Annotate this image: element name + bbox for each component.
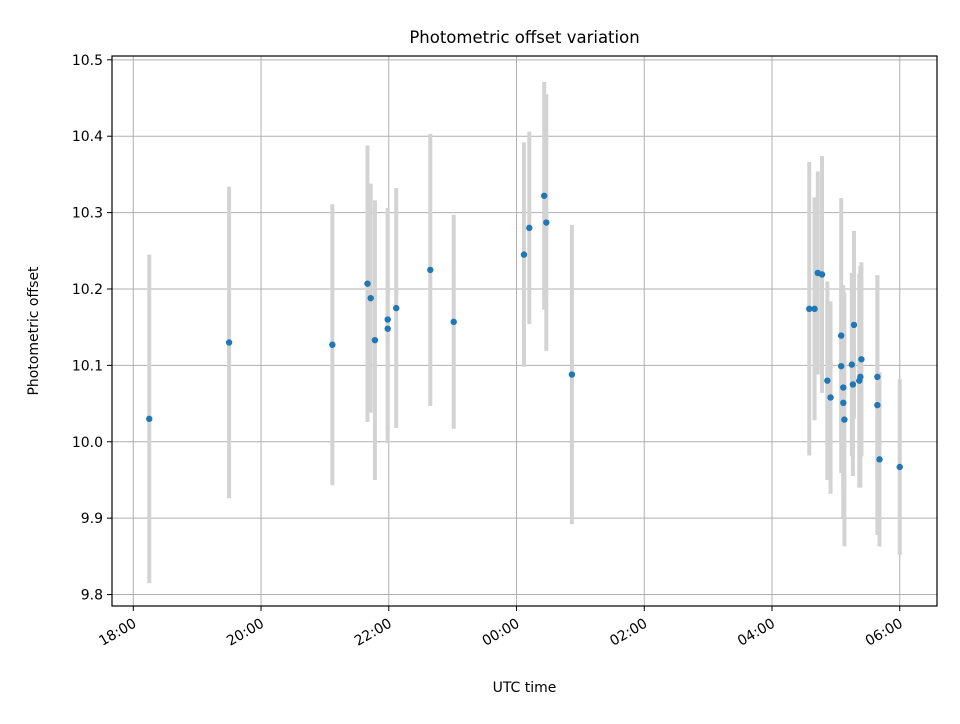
data-point xyxy=(848,361,856,368)
data-point xyxy=(824,377,831,384)
data-point xyxy=(841,416,848,423)
y-tick-label: 10.1 xyxy=(72,358,103,374)
data-point xyxy=(874,373,881,381)
y-tick-label: 10.5 xyxy=(72,53,103,69)
y-tick-label: 10.4 xyxy=(72,129,103,145)
data-point xyxy=(364,280,371,287)
chart-title: Photometric offset variation xyxy=(409,28,639,47)
data-point xyxy=(827,394,834,401)
data-point xyxy=(896,463,903,471)
data-point xyxy=(329,341,336,348)
data-point xyxy=(427,266,434,274)
data-point xyxy=(367,294,374,302)
data-point xyxy=(840,399,847,407)
data-point xyxy=(393,304,400,312)
data-point xyxy=(526,224,533,232)
data-point xyxy=(849,381,857,388)
data-point xyxy=(874,401,881,409)
data-point xyxy=(371,336,379,344)
data-points xyxy=(146,192,903,471)
data-point xyxy=(384,325,391,332)
data-point xyxy=(837,362,845,370)
y-tick-label: 9.9 xyxy=(81,511,103,527)
data-point xyxy=(850,321,858,329)
data-point xyxy=(540,192,548,199)
data-point xyxy=(857,373,864,381)
data-point xyxy=(837,332,845,339)
y-tick-label: 10.2 xyxy=(72,282,103,298)
data-point xyxy=(818,271,826,278)
data-point xyxy=(450,318,457,326)
data-point xyxy=(543,219,550,226)
data-point xyxy=(146,415,153,423)
data-point xyxy=(876,456,883,463)
data-point xyxy=(568,371,576,378)
y-tick-label: 9.8 xyxy=(81,588,103,604)
data-point xyxy=(520,251,528,258)
data-point xyxy=(840,384,847,391)
plot-frame xyxy=(111,55,938,607)
x-axis-label: UTC time xyxy=(493,680,557,696)
data-point xyxy=(384,316,391,323)
y-tick-label: 10.0 xyxy=(72,435,103,451)
y-tick-label: 10.3 xyxy=(72,206,103,222)
data-point xyxy=(811,305,818,313)
data-point xyxy=(806,305,813,313)
y-axis-label: Photometric offset xyxy=(26,266,42,396)
data-point xyxy=(858,356,865,363)
data-point xyxy=(225,339,233,346)
